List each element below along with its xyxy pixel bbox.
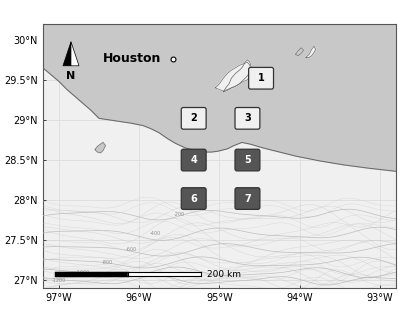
Text: -400: -400 — [150, 231, 161, 236]
Polygon shape — [296, 48, 304, 56]
Text: 5: 5 — [244, 155, 251, 165]
Text: 1: 1 — [258, 73, 264, 83]
Text: 6: 6 — [190, 194, 197, 204]
Text: 2: 2 — [190, 113, 197, 123]
FancyBboxPatch shape — [249, 68, 274, 89]
Text: 3: 3 — [244, 113, 251, 123]
FancyBboxPatch shape — [181, 188, 206, 209]
Polygon shape — [71, 42, 79, 66]
Text: -1000: -1000 — [76, 270, 90, 275]
Polygon shape — [215, 62, 252, 91]
FancyBboxPatch shape — [235, 188, 260, 209]
Text: 7: 7 — [244, 194, 251, 204]
FancyBboxPatch shape — [181, 108, 206, 129]
Polygon shape — [43, 24, 396, 171]
Text: -200: -200 — [174, 212, 185, 217]
Text: -800: -800 — [102, 260, 113, 265]
Polygon shape — [95, 142, 106, 153]
Text: -1200: -1200 — [52, 278, 66, 283]
FancyBboxPatch shape — [235, 108, 260, 129]
Text: 200 km: 200 km — [206, 270, 240, 279]
Text: N: N — [66, 71, 76, 81]
FancyBboxPatch shape — [235, 149, 260, 171]
Polygon shape — [63, 42, 71, 66]
Polygon shape — [223, 60, 252, 92]
FancyBboxPatch shape — [181, 149, 206, 171]
Polygon shape — [306, 46, 316, 57]
Text: -600: -600 — [126, 247, 137, 252]
Text: Houston: Houston — [102, 52, 161, 66]
Text: 4: 4 — [190, 155, 197, 165]
